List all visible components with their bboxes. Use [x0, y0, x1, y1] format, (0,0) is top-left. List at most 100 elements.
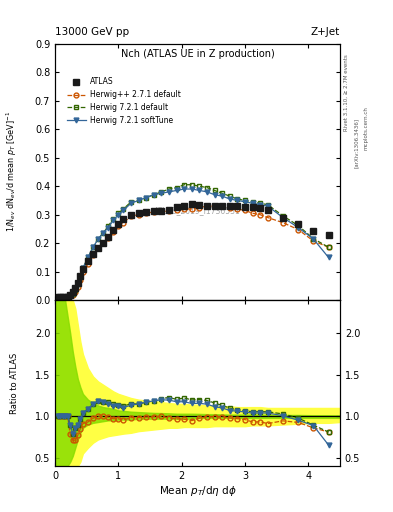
- Herwig 7.2.1 softTune: [68, 293, 73, 299]
- Herwig 7.2.1 softTune: [182, 186, 187, 192]
- ATLAS: [96, 245, 101, 251]
- Herwig 7.2.1 default: [68, 293, 73, 299]
- Herwig 7.2.1 default: [144, 195, 149, 201]
- ATLAS: [60, 294, 65, 300]
- Herwig 7.2.1 softTune: [228, 196, 232, 202]
- ATLAS: [55, 294, 60, 300]
- Herwig 7.2.1 softTune: [73, 287, 78, 293]
- Y-axis label: Ratio to ATLAS: Ratio to ATLAS: [10, 352, 19, 414]
- ATLAS: [101, 240, 105, 246]
- Herwig++ 2.7.1 default: [136, 211, 141, 218]
- Line: Herwig++ 2.7.1 default: Herwig++ 2.7.1 default: [55, 204, 331, 300]
- Herwig 7.2.1 default: [242, 197, 247, 203]
- Herwig++ 2.7.1 default: [111, 229, 116, 235]
- Herwig 7.2.1 softTune: [326, 254, 331, 261]
- Herwig 7.2.1 softTune: [60, 294, 65, 300]
- Herwig++ 2.7.1 default: [78, 276, 83, 283]
- Herwig 7.2.1 default: [121, 206, 126, 212]
- ATLAS: [296, 221, 301, 227]
- ATLAS: [129, 211, 133, 218]
- ATLAS: [258, 205, 263, 211]
- Herwig 7.2.1 softTune: [144, 195, 149, 201]
- ATLAS: [81, 266, 85, 272]
- Herwig++ 2.7.1 default: [65, 294, 70, 300]
- Herwig++ 2.7.1 default: [144, 210, 149, 217]
- ATLAS: [70, 289, 75, 295]
- ATLAS: [75, 280, 80, 286]
- Herwig++ 2.7.1 default: [167, 208, 171, 215]
- Herwig++ 2.7.1 default: [68, 293, 73, 300]
- ATLAS: [265, 206, 270, 212]
- Herwig 7.2.1 softTune: [78, 274, 83, 280]
- ATLAS: [78, 273, 83, 279]
- Herwig 7.2.1 default: [101, 230, 105, 237]
- Text: Z+Jet: Z+Jet: [311, 27, 340, 37]
- Herwig 7.2.1 default: [189, 182, 194, 188]
- Line: Herwig 7.2.1 softTune: Herwig 7.2.1 softTune: [55, 186, 331, 300]
- Herwig 7.2.1 softTune: [75, 281, 80, 287]
- Herwig 7.2.1 softTune: [96, 236, 101, 242]
- Herwig 7.2.1 softTune: [174, 187, 179, 194]
- ATLAS: [68, 292, 73, 298]
- ATLAS: [121, 216, 126, 222]
- Herwig 7.2.1 softTune: [106, 224, 110, 230]
- ATLAS: [174, 204, 179, 210]
- ATLAS: [220, 202, 224, 208]
- Herwig 7.2.1 default: [81, 265, 85, 271]
- ATLAS: [136, 210, 141, 217]
- ATLAS: [281, 215, 285, 221]
- Text: Rivet 3.1.10, ≥ 2.7M events: Rivet 3.1.10, ≥ 2.7M events: [344, 54, 349, 131]
- ATLAS: [65, 294, 70, 300]
- Herwig 7.2.1 softTune: [111, 217, 116, 223]
- Herwig++ 2.7.1 default: [129, 213, 133, 219]
- Herwig++ 2.7.1 default: [86, 261, 90, 267]
- Herwig 7.2.1 default: [55, 294, 60, 300]
- Line: Herwig 7.2.1 default: Herwig 7.2.1 default: [55, 182, 331, 300]
- Herwig 7.2.1 softTune: [129, 200, 133, 206]
- Herwig++ 2.7.1 default: [73, 289, 78, 295]
- Herwig 7.2.1 softTune: [220, 193, 224, 199]
- Herwig 7.2.1 default: [78, 274, 83, 280]
- Herwig++ 2.7.1 default: [212, 203, 217, 209]
- ATLAS: [250, 204, 255, 210]
- Herwig++ 2.7.1 default: [296, 226, 301, 232]
- Text: ATLAS_2019_I1736531: ATLAS_2019_I1736531: [154, 206, 241, 215]
- Herwig++ 2.7.1 default: [326, 244, 331, 250]
- Herwig 7.2.1 default: [151, 191, 156, 198]
- Herwig 7.2.1 softTune: [116, 211, 121, 218]
- Herwig 7.2.1 softTune: [311, 236, 316, 242]
- Herwig++ 2.7.1 default: [220, 203, 224, 209]
- Herwig++ 2.7.1 default: [258, 211, 263, 218]
- ATLAS: [144, 209, 149, 216]
- ATLAS: [86, 258, 90, 264]
- ATLAS: [106, 234, 110, 240]
- Herwig 7.2.1 default: [96, 236, 101, 242]
- Herwig 7.2.1 default: [326, 244, 331, 250]
- Herwig++ 2.7.1 default: [228, 204, 232, 210]
- Herwig++ 2.7.1 default: [91, 252, 95, 258]
- Herwig 7.2.1 default: [129, 199, 133, 205]
- Text: Nch (ATLAS UE in Z production): Nch (ATLAS UE in Z production): [121, 49, 274, 59]
- Line: ATLAS: ATLAS: [55, 201, 331, 300]
- Herwig++ 2.7.1 default: [96, 245, 101, 251]
- ATLAS: [242, 204, 247, 210]
- ATLAS: [311, 228, 316, 234]
- Herwig 7.2.1 default: [111, 216, 116, 222]
- Herwig++ 2.7.1 default: [242, 207, 247, 214]
- Herwig 7.2.1 softTune: [136, 197, 141, 203]
- Herwig 7.2.1 softTune: [101, 230, 105, 237]
- Herwig 7.2.1 default: [258, 200, 263, 206]
- Herwig 7.2.1 softTune: [167, 189, 171, 195]
- Herwig++ 2.7.1 default: [55, 294, 60, 300]
- ATLAS: [91, 251, 95, 257]
- Herwig++ 2.7.1 default: [60, 294, 65, 300]
- Herwig 7.2.1 default: [75, 281, 80, 287]
- Herwig 7.2.1 default: [63, 294, 68, 300]
- Herwig 7.2.1 default: [58, 294, 62, 300]
- Herwig++ 2.7.1 default: [101, 240, 105, 246]
- Herwig 7.2.1 default: [159, 189, 164, 195]
- Herwig 7.2.1 softTune: [265, 203, 270, 209]
- Herwig++ 2.7.1 default: [159, 208, 164, 215]
- Herwig++ 2.7.1 default: [121, 220, 126, 226]
- Herwig 7.2.1 softTune: [212, 191, 217, 198]
